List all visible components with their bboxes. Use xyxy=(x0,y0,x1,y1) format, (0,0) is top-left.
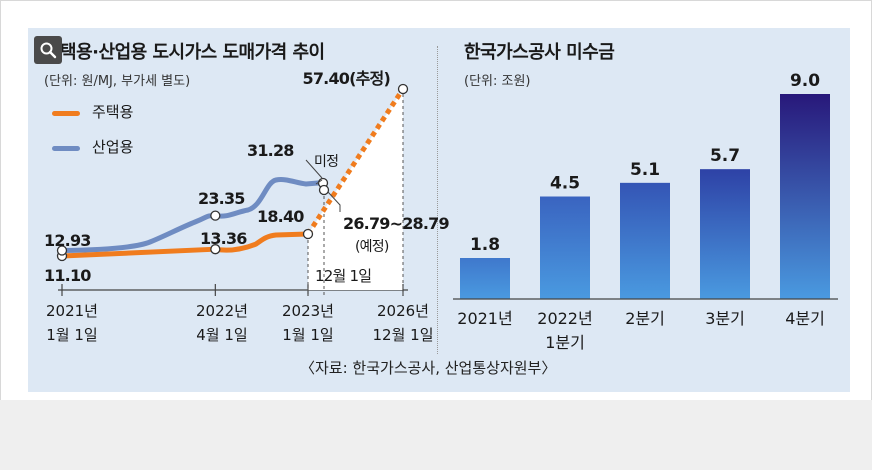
leader-range xyxy=(327,191,341,212)
bar-category-label: 2022년 xyxy=(537,309,592,328)
point-residential-2022 xyxy=(210,244,221,255)
x-tick-label: 2026년 xyxy=(377,302,429,320)
bar-category-label: 2021년 xyxy=(457,309,512,328)
bar-category-label: 1분기 xyxy=(545,333,585,352)
bar-value-label: 9.0 xyxy=(790,71,820,91)
bar-1 xyxy=(460,258,510,299)
bar-3 xyxy=(620,182,670,299)
x-tick-label: 1월 1일 xyxy=(46,326,97,344)
left-chart-title: 주택용·산업용 도시가스 도매가격 추이 xyxy=(44,42,325,63)
point-residential-2026 xyxy=(397,83,409,95)
x-tick-label: 12월 1일 xyxy=(373,326,434,344)
label-dec1: 12월 1일 xyxy=(315,267,371,285)
residential-series-line xyxy=(59,231,311,259)
x-tick-label: 2022년 xyxy=(196,302,248,320)
x-tick-label: 2021년 xyxy=(46,302,98,320)
legend-label-residential: 주택용 xyxy=(92,103,134,121)
x-tick-label: 4월 1일 xyxy=(196,326,247,344)
right-chart-unit: (단위: 조원) xyxy=(464,74,531,89)
bar-category-label: 4분기 xyxy=(785,309,825,328)
bottom-band xyxy=(0,400,872,470)
label-industrial-start: 12.93 xyxy=(44,231,91,250)
x-tick-label: 1월 1일 xyxy=(282,326,333,344)
bar-4 xyxy=(700,169,750,299)
label-industrial-2022: 23.35 xyxy=(198,189,245,208)
projection-area xyxy=(308,89,403,290)
bar-value-label: 1.8 xyxy=(470,235,500,255)
bar-category-label: 2분기 xyxy=(625,309,665,328)
legend-swatch-residential xyxy=(52,111,80,116)
x-tick-label: 2023년 xyxy=(282,302,334,320)
label-residential-start: 11.10 xyxy=(44,266,91,285)
point-industrial-2021 xyxy=(56,245,68,256)
legend-swatch-industrial xyxy=(52,146,80,151)
point-industrial-dec1 xyxy=(318,184,330,196)
bar-value-label: 5.7 xyxy=(710,146,740,166)
bar-value-label: 5.1 xyxy=(630,160,660,180)
point-residential-2023 xyxy=(302,228,314,240)
bar-value-label: 4.5 xyxy=(550,174,580,194)
bar-category-label: 3분기 xyxy=(705,309,745,328)
label-residential-2023: 18.40 xyxy=(257,207,304,226)
legend-label-industrial: 산업용 xyxy=(92,138,134,156)
chart-divider xyxy=(437,46,438,354)
source-note: 〈자료: 한국가스공사, 산업통상자원부〉 xyxy=(300,359,557,377)
label-industrial-peak: 31.28 xyxy=(247,141,294,160)
point-industrial-2022 xyxy=(210,210,221,221)
leader-peak xyxy=(305,159,323,179)
right-chart-title: 한국가스공사 미수금 xyxy=(464,42,615,63)
label-residential-2026: 57.40(추정) xyxy=(303,69,390,88)
residential-projection-line xyxy=(305,87,406,236)
bar-5 xyxy=(780,94,830,299)
label-residential-2022: 13.36 xyxy=(200,229,247,248)
label-industrial-range: 26.79~28.79 xyxy=(343,214,449,233)
left-chart-unit: (단위: 원/MJ, 부가세 별도) xyxy=(44,74,191,89)
bar-2 xyxy=(540,196,590,299)
magnifier-icon xyxy=(40,42,57,59)
zoom-icon[interactable] xyxy=(34,36,62,64)
label-planned: (예정) xyxy=(355,239,389,255)
leader-undecided xyxy=(315,179,323,185)
label-undecided: 미정 xyxy=(314,154,338,170)
